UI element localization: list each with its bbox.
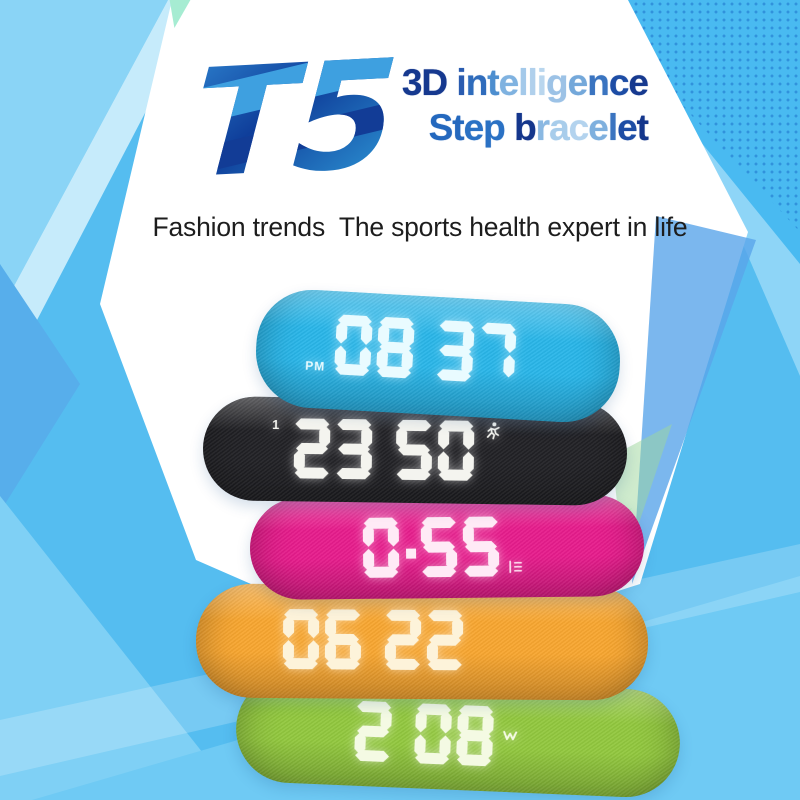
title-letter: n: [465, 62, 489, 103]
title-line-2: Step bracelet: [402, 105, 649, 150]
title-letter: e: [463, 107, 485, 149]
w-icon: [503, 730, 518, 741]
title-letter: l: [607, 107, 618, 149]
led-digit: [293, 418, 331, 479]
title-letter: n: [587, 62, 610, 103]
led-display: 1: [272, 417, 500, 481]
title-letter: r: [535, 107, 550, 149]
title-letter: i: [456, 62, 466, 103]
title-letter: [447, 62, 456, 103]
title-letter: e: [567, 62, 589, 103]
led-digit: [324, 609, 361, 670]
led-digit: [462, 516, 500, 577]
led-digit: [426, 610, 464, 671]
display-ampm-label: PM: [305, 359, 326, 374]
led-digit: [282, 609, 320, 670]
distance-icon: [509, 560, 523, 574]
title-letter: c: [568, 107, 590, 149]
title-letter: e: [617, 107, 638, 149]
tagline: Fashion trends The sports health expert …: [152, 212, 688, 242]
title-letter: a: [549, 107, 570, 149]
led-digit: [354, 700, 392, 762]
led-digit: [481, 322, 517, 378]
led-digit: [376, 317, 415, 379]
bracelet-band-pink: [249, 493, 645, 601]
title-letter: t: [452, 107, 464, 149]
led-dot: [406, 548, 417, 559]
led-digit: [456, 705, 494, 767]
title-letter: l: [518, 62, 528, 103]
led-display: PM: [305, 314, 517, 382]
title-letter: [505, 107, 514, 148]
title-letter: l: [527, 62, 537, 103]
led-digit: [414, 703, 452, 765]
title-letter: t: [487, 62, 499, 103]
bracelet-band-blue: PM: [252, 286, 624, 426]
product-title: 3D intelligence Step bracelet: [401, 60, 649, 150]
title-letter: e: [628, 62, 649, 103]
runner-icon: [486, 422, 500, 440]
title-letter: c: [608, 62, 630, 103]
title-letter: e: [588, 107, 609, 149]
title-letter: g: [546, 62, 569, 103]
led-digit: [437, 420, 475, 481]
bracelet-band-orange: [195, 583, 649, 701]
led-digit: [384, 609, 422, 670]
title-letter: b: [514, 107, 537, 149]
title-letter: 3: [401, 62, 423, 103]
led-digit: [436, 320, 475, 382]
title-letter: p: [483, 107, 506, 149]
led-digit: [336, 418, 373, 480]
title-letter: e: [498, 62, 520, 103]
led-digit: [334, 314, 373, 376]
t5-logo-text: T5: [188, 28, 404, 206]
display-mode-label: 1: [272, 417, 279, 432]
led-display: [362, 516, 523, 578]
led-digit: [396, 419, 432, 481]
title-letter: D: [421, 62, 448, 103]
title-line-1: 3D intelligence: [401, 60, 649, 105]
t5-logo: T5 T5 T5: [188, 28, 404, 206]
title-letter: i: [536, 62, 547, 103]
led-display: [282, 609, 464, 671]
title-letter: S: [428, 107, 454, 149]
bracelet-band-black: 1: [202, 396, 628, 506]
title-letter: t: [636, 107, 649, 149]
led-digit: [420, 516, 458, 578]
led-digit: [362, 517, 400, 578]
